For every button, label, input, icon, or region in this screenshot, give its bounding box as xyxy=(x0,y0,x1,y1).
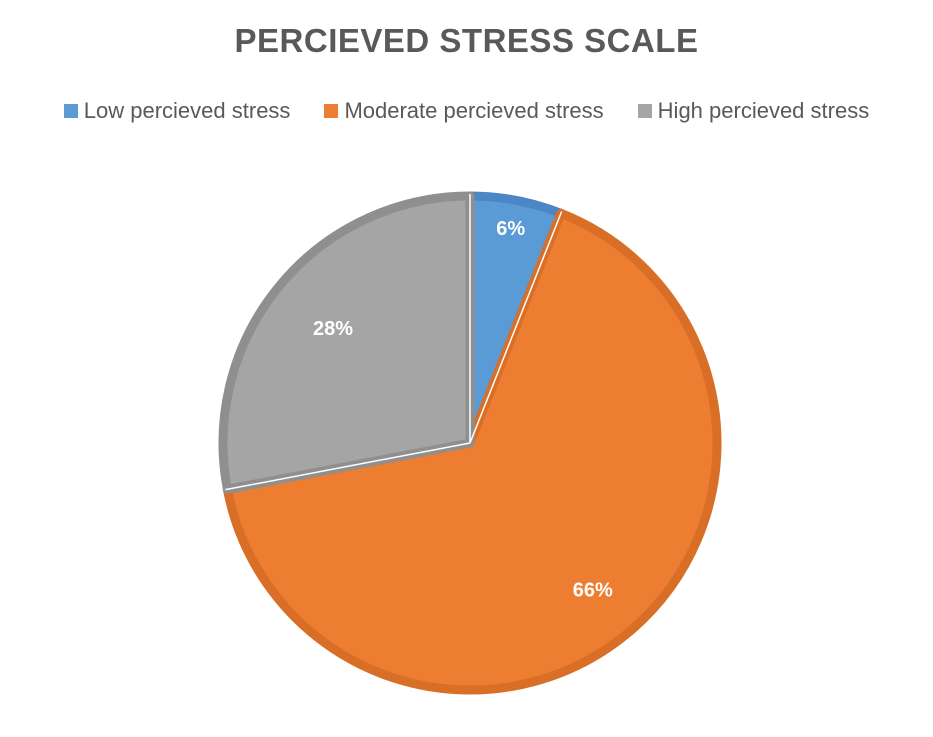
legend-item-high: High percieved stress xyxy=(637,98,870,124)
legend-label-high: High percieved stress xyxy=(657,98,870,123)
legend-swatch-low xyxy=(63,104,78,118)
data-label-moderate: 66% xyxy=(573,580,613,602)
legend-label-moderate: Moderate percieved stress xyxy=(344,98,604,123)
data-label-low: 6% xyxy=(496,218,525,240)
pie-slice-moderate xyxy=(222,208,722,695)
data-label-high: 28% xyxy=(313,318,353,340)
legend-label-low: Low percieved stress xyxy=(83,98,291,123)
legend-swatch-moderate xyxy=(324,104,339,118)
legend-item-low: Low percieved stress xyxy=(63,98,291,124)
slice-separator xyxy=(225,442,471,491)
slice-separator xyxy=(469,211,563,444)
legend: Low percieved stress Moderate percieved … xyxy=(0,98,933,124)
legend-item-moderate: Moderate percieved stress xyxy=(324,98,604,124)
legend-swatch-high xyxy=(637,104,652,118)
chart-title: PERCIEVED STRESS SCALE xyxy=(234,22,699,59)
pie-slice-high xyxy=(218,191,475,494)
